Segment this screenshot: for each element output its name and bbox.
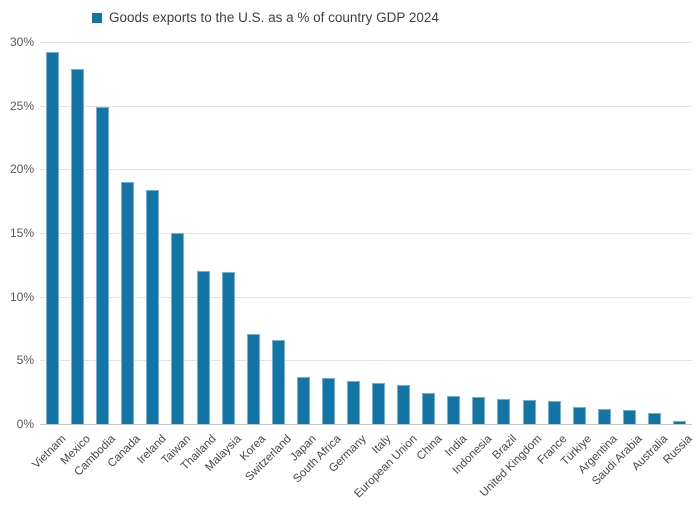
bar-malaysia [222, 272, 235, 424]
x-tick-label-vietnam: Vietnam [29, 433, 69, 472]
legend-label: Goods exports to the U.S. as a % of coun… [109, 10, 439, 25]
legend-swatch-icon [92, 12, 102, 23]
bar-ireland [146, 189, 159, 424]
bar-thailand [197, 271, 210, 424]
gridline-25 [40, 106, 692, 107]
y-tick-label-10: 10% [9, 289, 34, 304]
bar-france [548, 401, 561, 424]
y-tick-label-30: 30% [9, 35, 34, 49]
y-tick-label-5: 5% [16, 353, 34, 368]
bar-saudi-arabia [623, 409, 636, 424]
bar-argentina [598, 408, 611, 424]
bar-south-africa [322, 378, 335, 424]
y-tick-label-20: 20% [9, 162, 34, 177]
bar-united-kingdom [523, 399, 536, 424]
y-tick-label-0: 0% [16, 417, 34, 431]
bar-india [447, 395, 460, 424]
bar-vietnam [46, 52, 59, 424]
gridline-20 [40, 169, 692, 170]
y-tick-label-25: 25% [9, 98, 34, 113]
bar-switzerland [272, 339, 285, 424]
y-tick-label-15: 15% [9, 226, 34, 240]
bar-cambodia [96, 106, 109, 424]
bar-germany [347, 380, 360, 424]
bar-indonesia [472, 397, 485, 424]
gridline-15 [40, 233, 692, 234]
x-axis-line [40, 424, 692, 425]
bar-canada [121, 182, 134, 424]
bar-t-rkiye [573, 407, 586, 424]
bar-russia [673, 421, 686, 424]
bar-japan [297, 376, 310, 424]
bar-mexico [71, 68, 84, 424]
legend: Goods exports to the U.S. as a % of coun… [92, 10, 439, 25]
bar-china [422, 393, 435, 424]
bar-brazil [497, 398, 510, 424]
bar-european-union [397, 384, 410, 424]
gridline-30 [40, 42, 692, 43]
bar-australia [648, 412, 661, 424]
bar-taiwan [171, 233, 184, 424]
x-tick-label-china: China [414, 433, 445, 463]
bar-italy [372, 383, 385, 424]
bar-korea [247, 333, 260, 424]
gridline-5 [40, 360, 692, 361]
gridline-10 [40, 297, 692, 298]
